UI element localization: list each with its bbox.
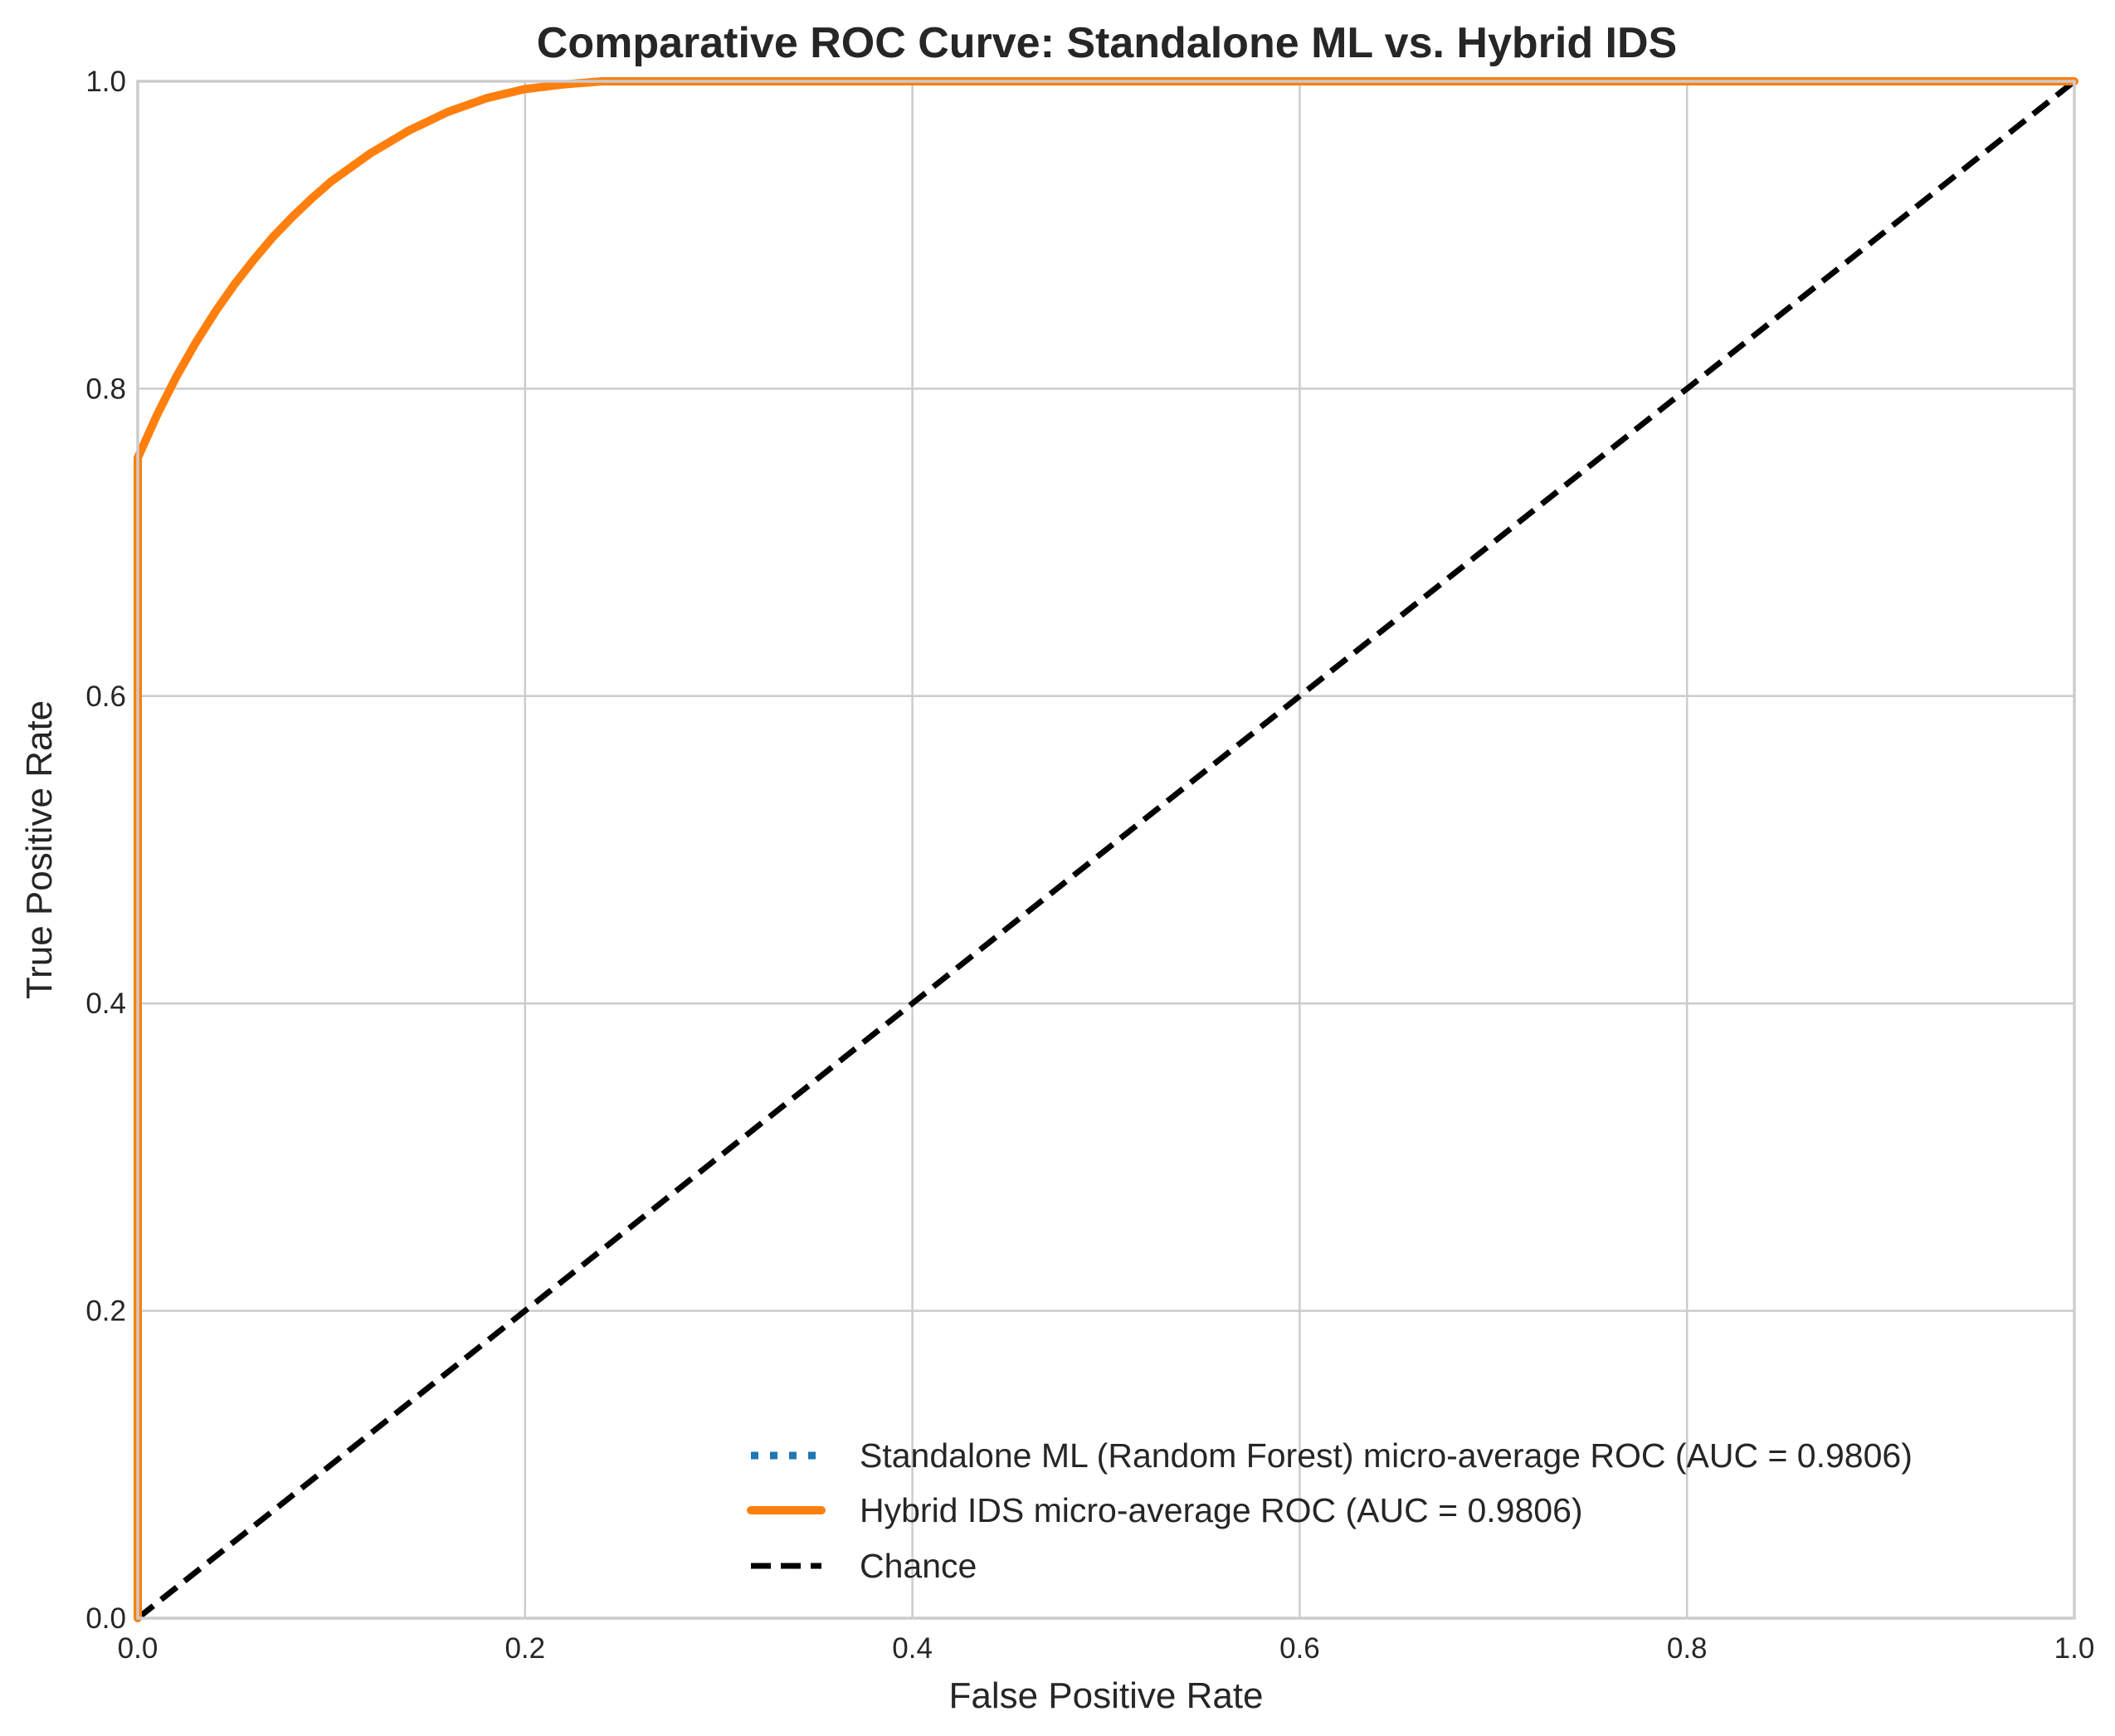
chart-title: Comparative ROC Curve: Standalone ML vs.… [537, 19, 1677, 67]
x-axis-label: False Positive Rate [948, 1675, 1263, 1716]
y-tick-label: 0.4 [85, 987, 126, 1020]
x-tick-label: 0.6 [1279, 1632, 1320, 1665]
x-tick-label: 1.0 [2054, 1632, 2095, 1665]
legend-label-chance: Chance [860, 1547, 977, 1585]
series-line-chance [135, 79, 2077, 1621]
y-tick-label: 0.0 [85, 1602, 126, 1635]
legend: Standalone ML (Random Forest) micro-aver… [747, 1436, 1913, 1585]
x-tick-label: 0.2 [504, 1632, 545, 1665]
plot-frame [136, 80, 2076, 1620]
y-tick-label: 0.8 [85, 373, 126, 405]
x-tick-label: 0.4 [892, 1632, 933, 1665]
legend-label-hybrid-ids: Hybrid IDS micro-average ROC (AUC = 0.98… [860, 1491, 1583, 1529]
x-tick-labels: 0.0 0.2 0.4 0.6 0.8 1.0 [118, 1632, 2095, 1665]
y-tick-label: 0.6 [85, 680, 126, 713]
y-tick-labels: 0.0 0.2 0.4 0.6 0.8 1.0 [85, 66, 126, 1635]
x-tick-label: 0.0 [118, 1632, 158, 1665]
y-axis-label: True Positive Rate [19, 700, 60, 999]
legend-label-standalone-ml: Standalone ML (Random Forest) micro-aver… [860, 1436, 1913, 1475]
y-tick-label: 1.0 [85, 66, 126, 98]
y-tick-label: 0.2 [85, 1295, 126, 1328]
x-tick-label: 0.8 [1667, 1632, 1708, 1665]
